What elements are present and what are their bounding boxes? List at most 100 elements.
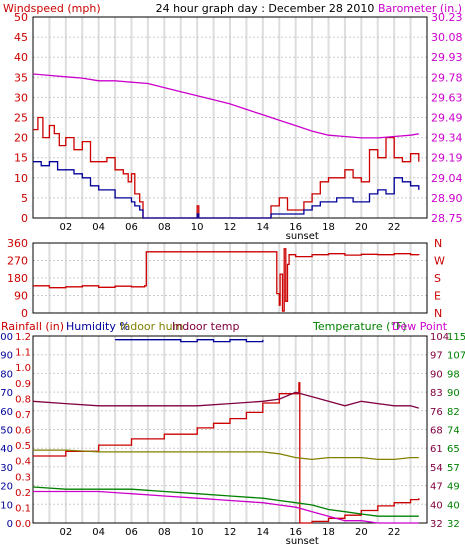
indoor-temp-axis-tick-label: 32 bbox=[430, 519, 443, 530]
p1-x-tick-label: 12 bbox=[224, 222, 237, 233]
p3-x-tick-label: 12 bbox=[224, 527, 237, 538]
wind-axis-tick-label: 0 bbox=[21, 212, 28, 225]
p1-x-tick-label: 14 bbox=[256, 222, 269, 233]
direction-axis-tick-label: 90 bbox=[14, 290, 28, 303]
direction-axis-tick-label: 180 bbox=[7, 272, 28, 285]
barometer-axis-tick-label: 29.34 bbox=[431, 132, 463, 145]
wind-axis-tick-label: 30 bbox=[14, 91, 28, 104]
rain-axis-tick-label: 0.3 bbox=[15, 472, 31, 483]
wind-axis-tick-label: 25 bbox=[14, 112, 28, 125]
direction-axis-tick-label: 0 bbox=[21, 307, 28, 320]
humidity-axis-tick-label: 0 bbox=[7, 519, 13, 530]
temperature-axis-tick-label: 115 bbox=[447, 332, 465, 343]
wind-axis-tick-label: 5 bbox=[21, 192, 28, 205]
indoor-temp-axis-tick-label: 61 bbox=[430, 444, 443, 455]
p1-x-tick-label: 10 bbox=[191, 222, 204, 233]
indoor-temp-line bbox=[32, 391, 419, 409]
wind-axis-tick-label: 35 bbox=[14, 71, 28, 84]
wind-axis-tick-label: 15 bbox=[14, 152, 28, 165]
p3-x-tick-label: 04 bbox=[92, 527, 105, 538]
p3-x-tick-label: 02 bbox=[59, 527, 72, 538]
humidity-axis-tick-label: 90 bbox=[0, 351, 13, 362]
barometer-label: Barometer (in.) bbox=[378, 2, 462, 15]
dew-point-label: Dew Point bbox=[392, 320, 448, 333]
wind-axis-tick-label: 20 bbox=[14, 132, 28, 145]
indoor-temp-axis-tick-label: 90 bbox=[430, 369, 443, 380]
humidity-axis-tick-label: 40 bbox=[0, 444, 13, 455]
wind-axis-tick-label: 50 bbox=[14, 11, 28, 24]
humidity-axis-tick-label: 60 bbox=[0, 407, 13, 418]
humidity-axis-tick-label: 80 bbox=[0, 369, 13, 380]
barometer-axis-tick-label: 28.90 bbox=[431, 192, 463, 205]
wind-axis-tick-label: 45 bbox=[14, 31, 28, 44]
graph-title: 24 hour graph day : December 28 2010 bbox=[156, 2, 375, 15]
wind-axis-tick-label: 10 bbox=[14, 172, 28, 185]
temperature-axis-tick-label: 49 bbox=[447, 482, 460, 493]
barometer-line bbox=[32, 73, 419, 139]
p3-x-tick-label: 10 bbox=[191, 527, 204, 538]
indoor-temp-axis-tick-label: 76 bbox=[430, 407, 443, 418]
humidity-axis-tick-label: 70 bbox=[0, 388, 13, 399]
rain-axis-tick-label: 0.8 bbox=[15, 394, 31, 405]
direction-axis-tick-label: 270 bbox=[7, 255, 28, 268]
barometer-axis-tick-label: 29.19 bbox=[431, 152, 463, 165]
humidity-label: Humidity % bbox=[66, 320, 130, 333]
p1-x-tick-label: 22 bbox=[388, 222, 401, 233]
compass-axis-tick-label: W bbox=[434, 255, 445, 268]
temperature-axis-tick-label: 90 bbox=[447, 388, 460, 399]
rain-axis-tick-label: 0.2 bbox=[15, 488, 31, 499]
rain-axis-tick-label: 0.6 bbox=[15, 426, 31, 437]
indoor-temp-axis-tick-label: 97 bbox=[430, 351, 443, 362]
rain-axis-tick-label: 0.1 bbox=[15, 503, 31, 514]
humidity-axis-tick-label: 20 bbox=[0, 482, 13, 493]
rain-axis-tick-label: 1.1 bbox=[15, 348, 31, 359]
barometer-axis-tick-label: 29.63 bbox=[431, 91, 463, 104]
indoor-temp-axis-tick-label: 83 bbox=[430, 388, 443, 399]
p2-frame bbox=[32, 242, 428, 314]
p3-x-tick-label: 16 bbox=[289, 527, 302, 538]
p1-x-tick-label: 02 bbox=[59, 222, 72, 233]
p3-x-tick-label: 20 bbox=[355, 527, 368, 538]
p3-x-tick-label: 18 bbox=[322, 527, 335, 538]
indoor-temp-axis-tick-label: 40 bbox=[430, 500, 443, 511]
indoor-temp-label: Indoor temp bbox=[172, 320, 239, 333]
p1-x-tick-label: 16 bbox=[289, 222, 302, 233]
compass-axis-tick-label: N bbox=[434, 307, 442, 320]
barometer-axis-tick-label: 30.08 bbox=[431, 31, 463, 44]
temperature-axis-tick-label: 82 bbox=[447, 407, 460, 418]
p3-x-tick-label: 08 bbox=[158, 527, 171, 538]
humidity-axis-tick-label: 50 bbox=[0, 426, 13, 437]
windspeed-label: Windspeed (mph) bbox=[3, 2, 101, 15]
rain-axis-tick-label: 1.0 bbox=[15, 363, 31, 374]
wind-axis-tick-label: 40 bbox=[14, 51, 28, 64]
rain-axis-tick-label: 0.0 bbox=[15, 519, 31, 530]
p1-x-tick-label: 04 bbox=[92, 222, 105, 233]
temperature-label: Temperature (°F) bbox=[312, 320, 407, 333]
rainfall-label: Rainfall (in) bbox=[1, 320, 64, 333]
compass-axis-tick-label: N bbox=[434, 237, 442, 250]
temperature-axis-tick-label: 74 bbox=[447, 426, 460, 437]
indoor-temp-axis-tick-label: 47 bbox=[430, 482, 443, 493]
p1-sunset-label: sunset bbox=[286, 231, 319, 242]
wind-direction-line bbox=[33, 248, 420, 312]
barometer-axis-tick-label: 29.78 bbox=[431, 71, 463, 84]
dew-point-line bbox=[33, 490, 419, 524]
barometer-axis-tick-label: 29.04 bbox=[431, 172, 463, 185]
wind-average-line bbox=[33, 161, 420, 219]
indoor-temp-axis-tick-label: 104 bbox=[430, 332, 449, 343]
p3-sunset-label: sunset bbox=[286, 536, 319, 547]
p3-frame bbox=[32, 335, 428, 524]
temperature-axis-tick-label: 65 bbox=[447, 444, 460, 455]
rain-axis-tick-label: 0.7 bbox=[15, 410, 31, 421]
indoor-temp-axis-tick-label: 54 bbox=[430, 463, 443, 474]
temperature-axis-tick-label: 57 bbox=[447, 463, 460, 474]
p1-x-tick-label: 20 bbox=[355, 222, 368, 233]
p3-x-tick-label: 22 bbox=[388, 527, 401, 538]
humidity-axis-tick-label: 30 bbox=[0, 463, 13, 474]
humidity-axis-tick-label: 100 bbox=[0, 332, 13, 343]
barometer-axis-tick-label: 28.75 bbox=[431, 212, 463, 225]
rain-axis-tick-label: 0.5 bbox=[15, 441, 31, 452]
barometer-axis-tick-label: 29.93 bbox=[431, 51, 463, 64]
